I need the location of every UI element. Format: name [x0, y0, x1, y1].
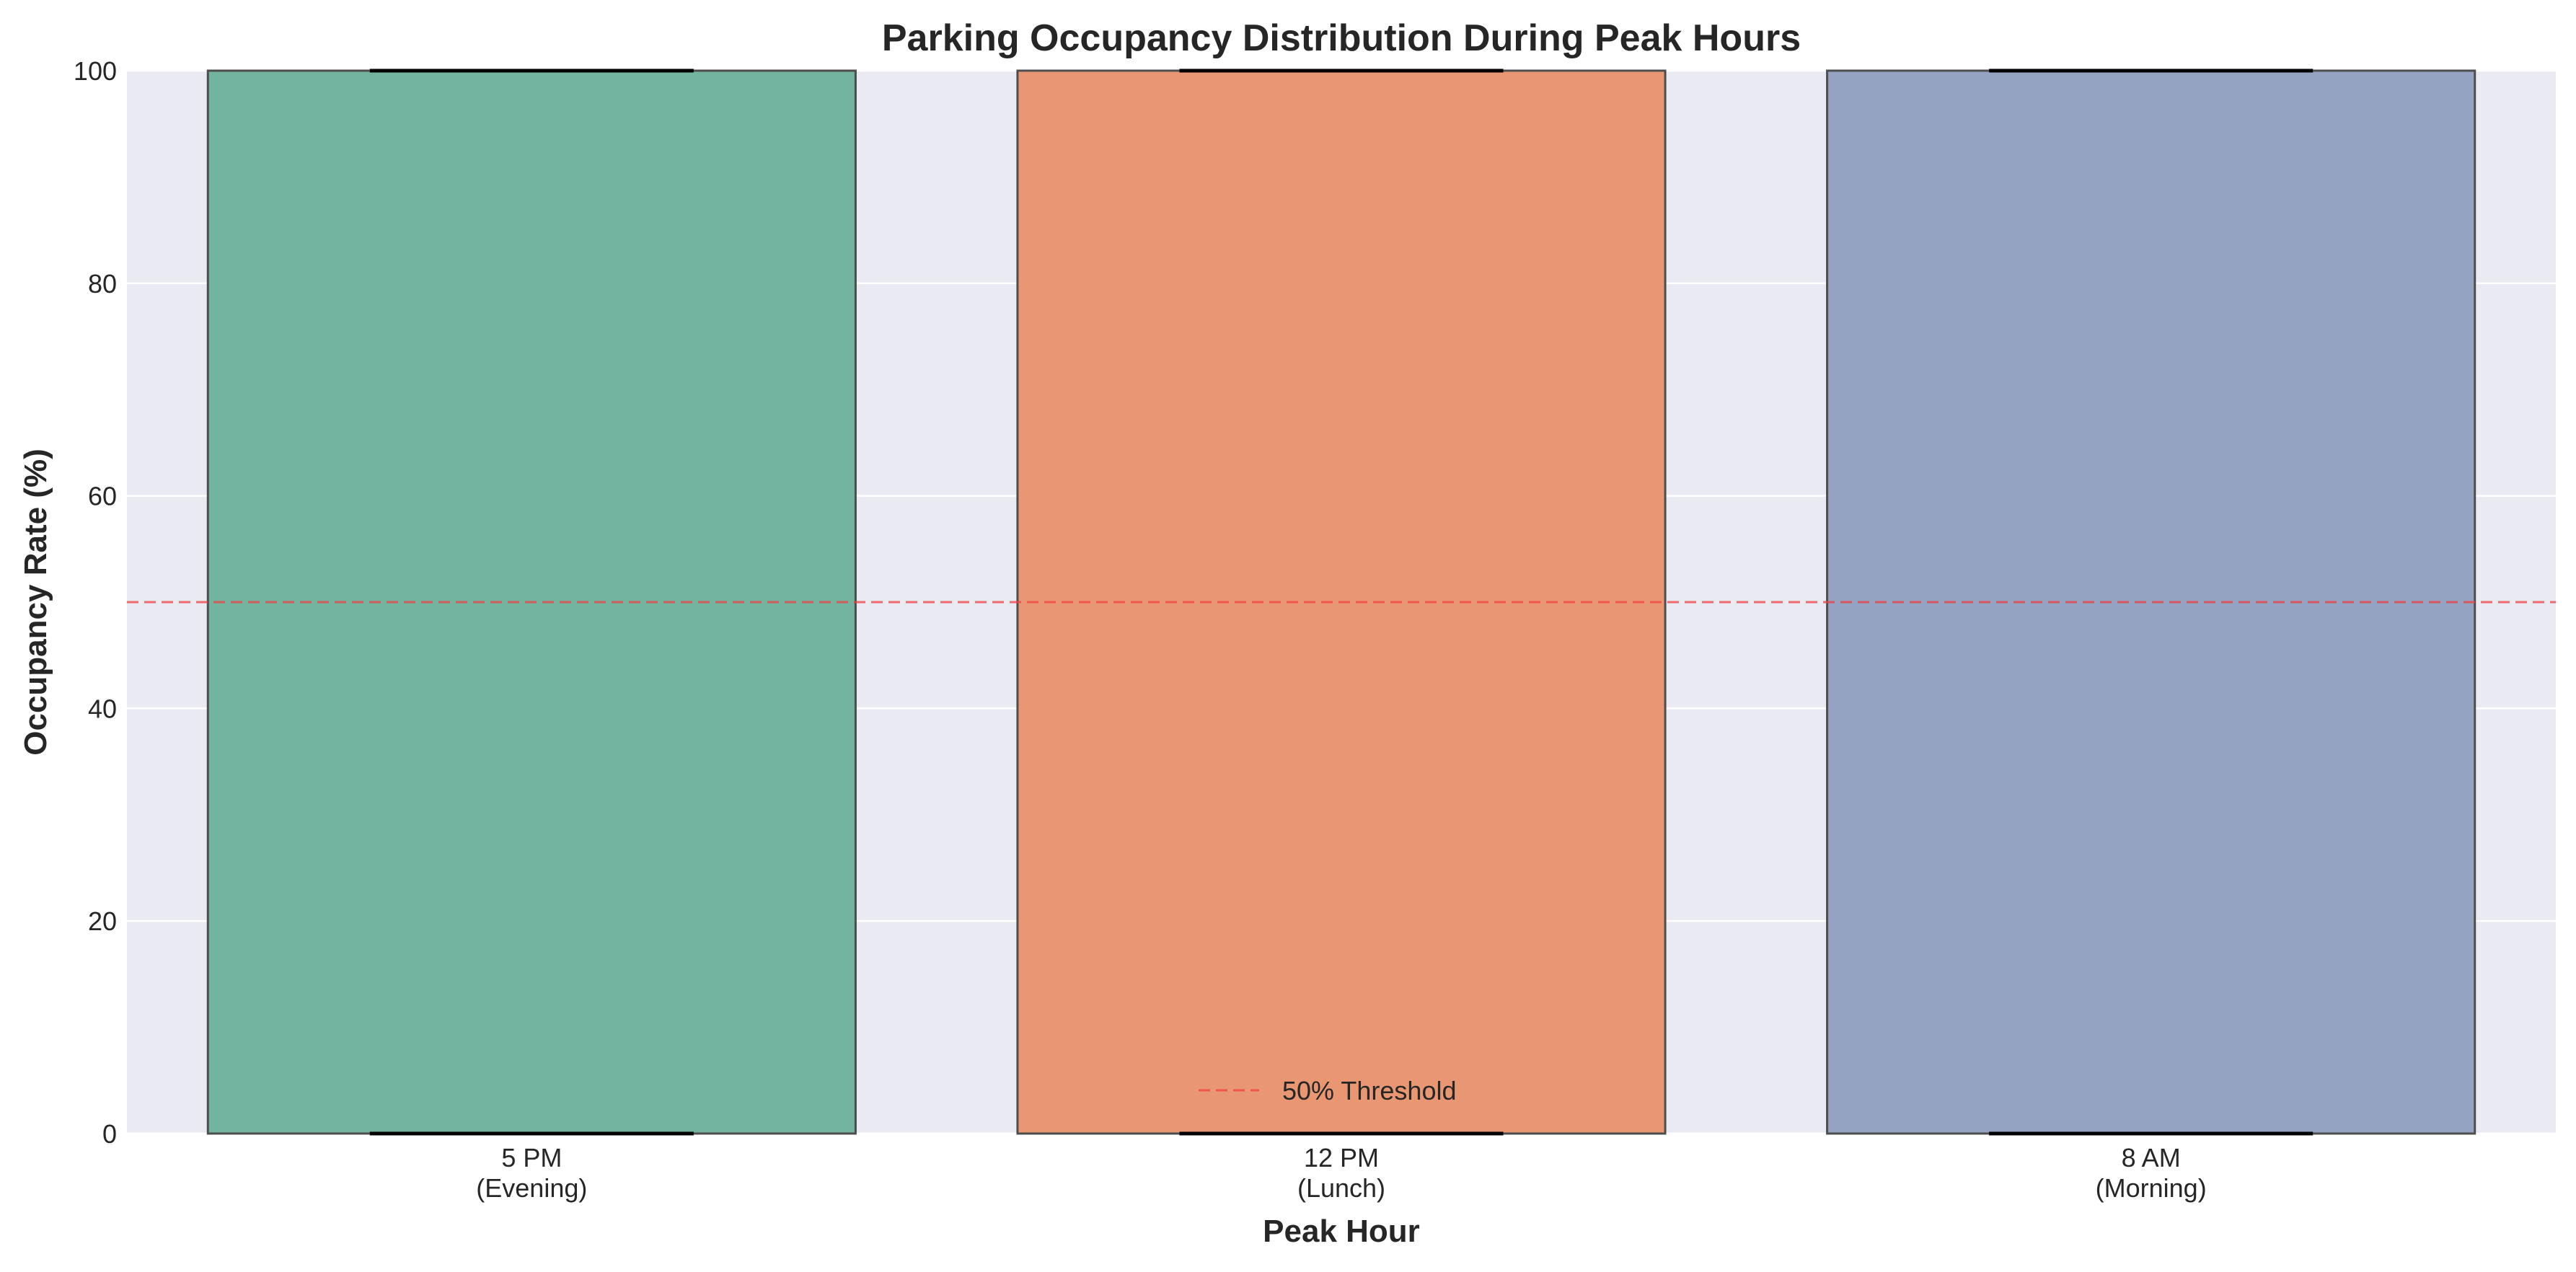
x-axis-label: Peak Hour	[1263, 1214, 1420, 1249]
x-tick-label: 8 AM	[2122, 1143, 2181, 1172]
y-tick-label: 80	[88, 269, 117, 299]
legend-label: 50% Threshold	[1282, 1076, 1457, 1105]
x-tick-label: 12 PM	[1304, 1143, 1379, 1172]
x-axis-ticks: 5 PM(Evening) 12 PM(Lunch) 8 AM(Morning)	[476, 1143, 2206, 1203]
legend: 50% Threshold	[1199, 1076, 1457, 1105]
y-tick-label: 0	[102, 1119, 117, 1149]
x-tick-sublabel: (Morning)	[2096, 1173, 2207, 1203]
y-tick-label: 60	[88, 482, 117, 511]
y-tick-label: 100	[74, 56, 117, 86]
x-tick-label: 5 PM	[501, 1143, 562, 1172]
chart-title: Parking Occupancy Distribution During Pe…	[882, 17, 1801, 59]
x-tick-sublabel: (Evening)	[476, 1173, 587, 1203]
y-axis-ticks: 0 20 40 60 80 100	[74, 56, 117, 1149]
y-axis-label: Occupancy Rate (%)	[18, 449, 53, 755]
y-tick-label: 20	[88, 906, 117, 936]
y-tick-label: 40	[88, 694, 117, 723]
x-tick-sublabel: (Lunch)	[1297, 1173, 1385, 1203]
